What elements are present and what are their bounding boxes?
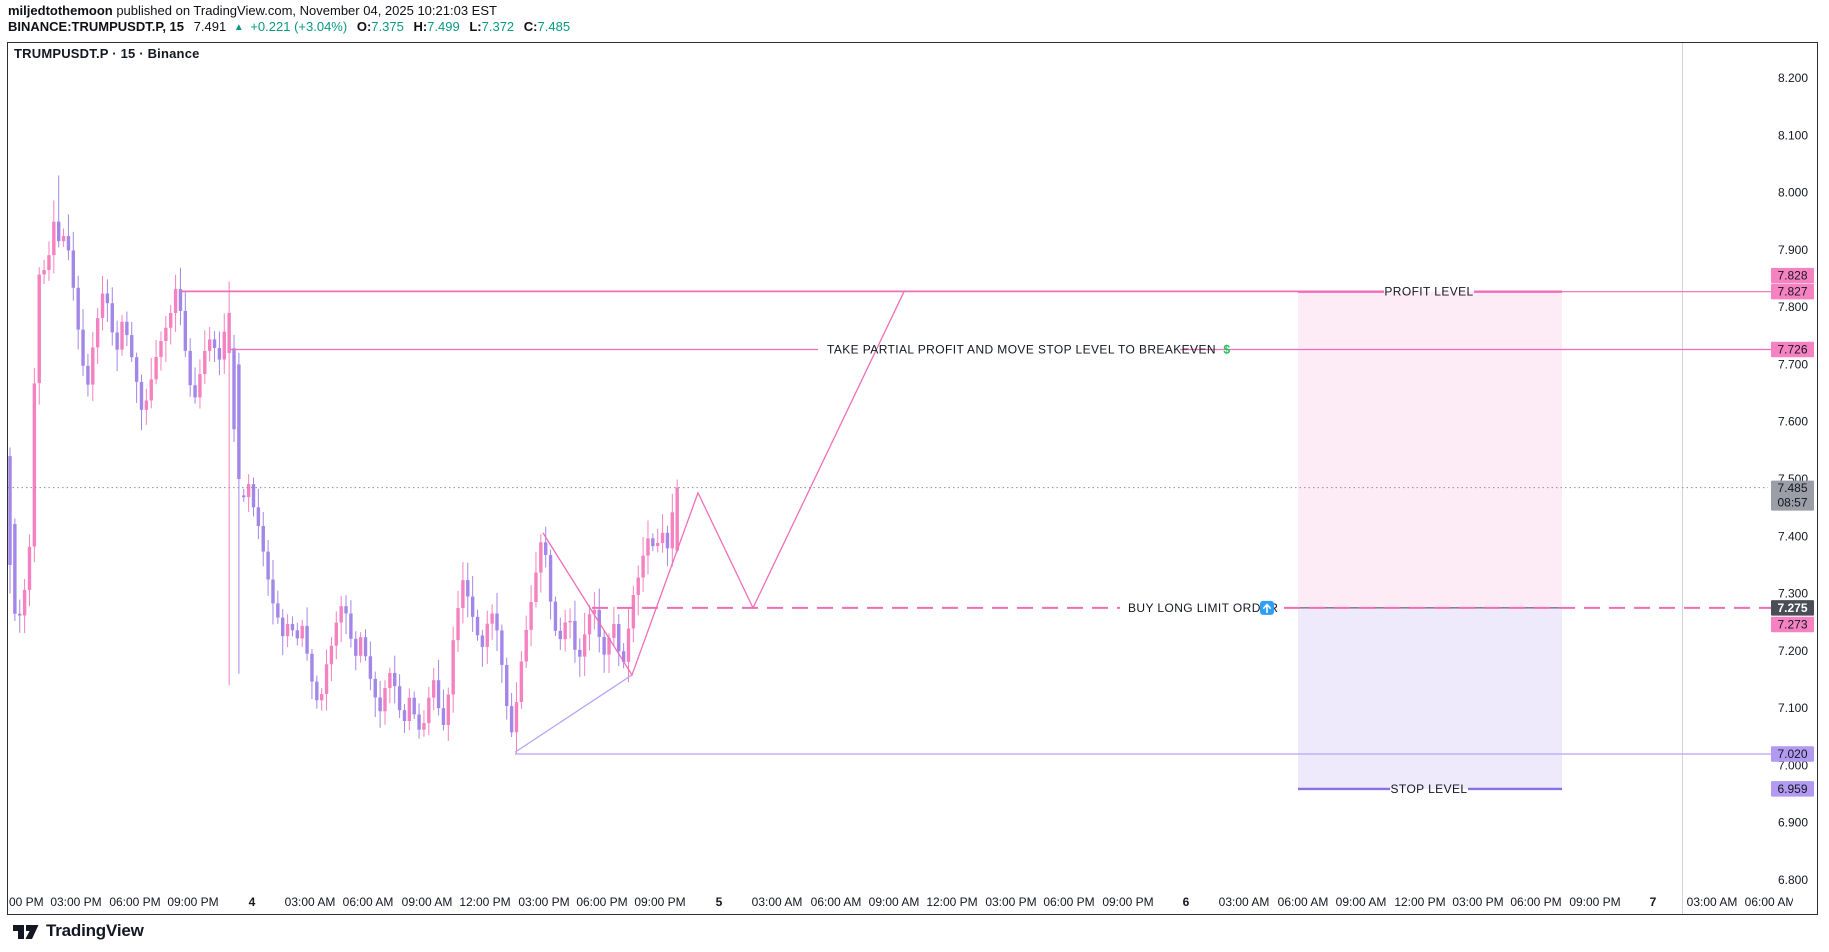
pink-projection-path[interactable] (542, 291, 905, 677)
price-pill-7.827 (1771, 283, 1814, 300)
profit-zone[interactable] (1298, 291, 1562, 608)
last-price: 7.491 (193, 19, 227, 34)
tradingview-logo-icon (13, 925, 39, 939)
time-tick: 12:00 PM (926, 895, 977, 909)
time-tick: 06:00 PM (1043, 895, 1094, 909)
price-scale[interactable]: 8.2008.1008.0007.9007.8007.7007.6007.500… (1778, 71, 1808, 887)
price-tick: 8.100 (1778, 128, 1808, 142)
annotation-partial[interactable]: TAKE PARTIAL PROFIT AND MOVE STOP LEVEL … (827, 343, 1230, 357)
price-pill-text: 7.485 (1777, 481, 1807, 495)
price-pill-7.020 (1771, 746, 1814, 762)
time-tick: 06:00 AM (1278, 895, 1329, 909)
price-change: +0.221 (+3.04%) (250, 19, 348, 34)
quote-line: BINANCE:TRUMPUSDT.P, 15 7.491 ▲ +0.221 (… (8, 19, 570, 34)
time-tick: 03:00 AM (285, 895, 336, 909)
price-pill-text: 7.827 (1777, 285, 1807, 299)
price-pill-text: 7.020 (1777, 747, 1807, 761)
price-tick: 7.200 (1778, 644, 1808, 658)
author-name: miljedtothemoon (8, 3, 113, 18)
time-tick: 03:00 AM (1219, 895, 1270, 909)
price-tick: 7.900 (1778, 243, 1808, 257)
time-tick: 7 (1650, 895, 1657, 909)
low-value: 7.372 (481, 19, 515, 34)
time-tick: 12:00 PM (1394, 895, 1445, 909)
time-tick: 09:00 PM (167, 895, 218, 909)
low-label: L: (469, 19, 482, 34)
time-tick: 03:00 PM (518, 895, 569, 909)
time-tick: 06:00 PM (576, 895, 627, 909)
price-tick: 8.200 (1778, 71, 1808, 85)
time-scale[interactable]: 12:00 PM 03:00 PM 06:00 PM 09:00 PM 4 03:00 A… (0, 895, 1795, 909)
tradingview-logo-text: TradingView (46, 921, 144, 940)
time-tick: 03:00 AM (752, 895, 803, 909)
price-tick: 7.000 (1778, 758, 1808, 772)
time-tick: 03:00 PM (1452, 895, 1503, 909)
candles[interactable] (8, 175, 679, 754)
annotation-profit[interactable]: PROFIT LEVEL (1384, 285, 1473, 299)
price-pill-text: 7.828 (1777, 269, 1807, 283)
time-tick: 03:00 PM (985, 895, 1036, 909)
chart-legend-title: TRUMPUSDT.P · 15 · Binance (14, 46, 200, 61)
time-tick: 09:00 AM (402, 895, 453, 909)
time-tick: 09:00 AM (1336, 895, 1387, 909)
arrow-up-icon[interactable] (1260, 600, 1274, 615)
open-value: 7.375 (371, 19, 404, 34)
byline-text: published on TradingView.com, November 0… (112, 3, 497, 18)
price-pill-text: 7.273 (1777, 618, 1807, 632)
time-tick: 06:00 AM (343, 895, 394, 909)
time-tick: 06:00 PM (1510, 895, 1561, 909)
price-tick: 7.800 (1778, 300, 1808, 314)
time-tick: 09:00 PM (1569, 895, 1620, 909)
price-pill-text: 7.275 (1777, 601, 1807, 615)
time-tick: 09:00 PM (1102, 895, 1153, 909)
high-label: H: (413, 19, 428, 34)
price-pill-6.959 (1771, 781, 1814, 797)
time-tick: 09:00 PM (634, 895, 685, 909)
time-tick: 06:00 AM (1745, 895, 1796, 909)
price-tick: 7.300 (1778, 587, 1808, 601)
time-tick: 12:00 PM (0, 895, 44, 909)
price-pill-7.828 (1771, 267, 1814, 284)
tradingview-logo[interactable]: TradingView (12, 921, 144, 941)
time-tick: 5 (716, 895, 723, 909)
price-pill-text: 7.726 (1777, 343, 1807, 357)
price-tick: 7.600 (1778, 415, 1808, 429)
open-label: O: (356, 19, 372, 34)
close-value: 7.485 (537, 19, 571, 34)
time-tick: 12:00 PM (459, 895, 510, 909)
price-pill-text: 08:57 (1777, 495, 1807, 509)
byline: miljedtothemoon published on TradingView… (8, 3, 497, 18)
time-tick: 4 (249, 895, 256, 909)
price-tick: 6.800 (1778, 873, 1808, 887)
close-label: C: (523, 19, 538, 34)
time-tick: 03:00 PM (50, 895, 101, 909)
time-tick: 06:00 AM (811, 895, 862, 909)
price-tick: 8.000 (1778, 186, 1808, 200)
stop-zone[interactable] (1298, 607, 1562, 789)
price-tick: 6.900 (1778, 816, 1808, 830)
up-triangle-icon: ▲ (233, 22, 244, 33)
price-pill-text: 6.959 (1777, 782, 1807, 796)
purple-projection-path[interactable] (514, 674, 633, 753)
high-value: 7.499 (427, 19, 460, 34)
price-pill-7.273 (1771, 616, 1814, 633)
price-pill-7.726 (1771, 341, 1814, 358)
time-tick: 6 (1183, 895, 1190, 909)
price-tick: 7.100 (1778, 701, 1808, 715)
annotation-stop[interactable]: STOP LEVEL (1391, 782, 1468, 796)
chart-frame (7, 42, 1818, 915)
symbol-interval: BINANCE:TRUMPUSDT.P, 15 (8, 19, 185, 34)
price-tick: 7.700 (1778, 357, 1808, 371)
time-tick: 09:00 AM (869, 895, 920, 909)
price-pill-7.275 (1771, 600, 1814, 616)
time-tick: 06:00 PM (109, 895, 160, 909)
annotation-entry[interactable]: BUY LONG LIMIT ORDER (1128, 601, 1278, 615)
time-tick: 03:00 AM (1687, 895, 1738, 909)
price-pill-7.485 (1771, 480, 1814, 511)
price-tick: 7.400 (1778, 529, 1808, 543)
